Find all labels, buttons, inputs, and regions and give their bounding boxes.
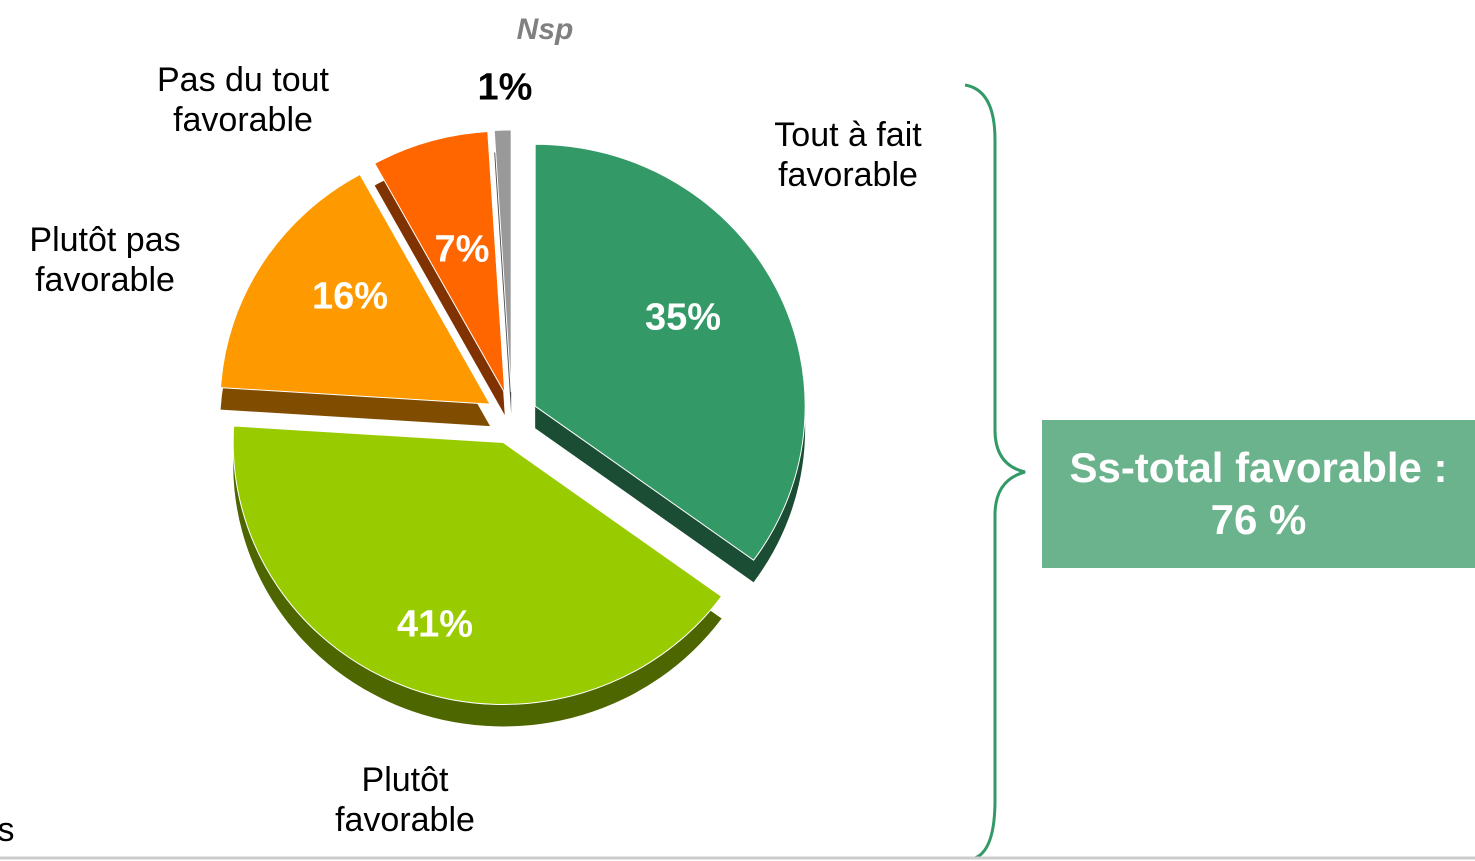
slice	[493, 129, 512, 393]
slice	[220, 173, 491, 405]
fragment-text: s	[0, 811, 15, 849]
subtotal-text: Ss-total favorable : 76 %	[1069, 444, 1448, 543]
value-label: 7%	[434, 228, 490, 271]
slice	[534, 143, 806, 561]
value-label: 1%	[477, 66, 533, 109]
slice	[373, 131, 506, 394]
value-label: 41%	[396, 603, 474, 646]
category-label: Tout à fait favorable	[774, 116, 922, 194]
category-label: Plutôt pas favorable	[29, 221, 181, 299]
category-label: Plutôt favorable	[335, 761, 475, 839]
value-label: 35%	[644, 296, 722, 339]
brace	[964, 83, 1026, 860]
value-label: 16%	[311, 275, 389, 318]
category-label: Nsp	[516, 13, 574, 46]
slice	[232, 425, 723, 705]
category-label: Pas du tout favorable	[156, 61, 329, 139]
subtotal-box: Ss-total favorable : 76 %	[1042, 420, 1475, 568]
